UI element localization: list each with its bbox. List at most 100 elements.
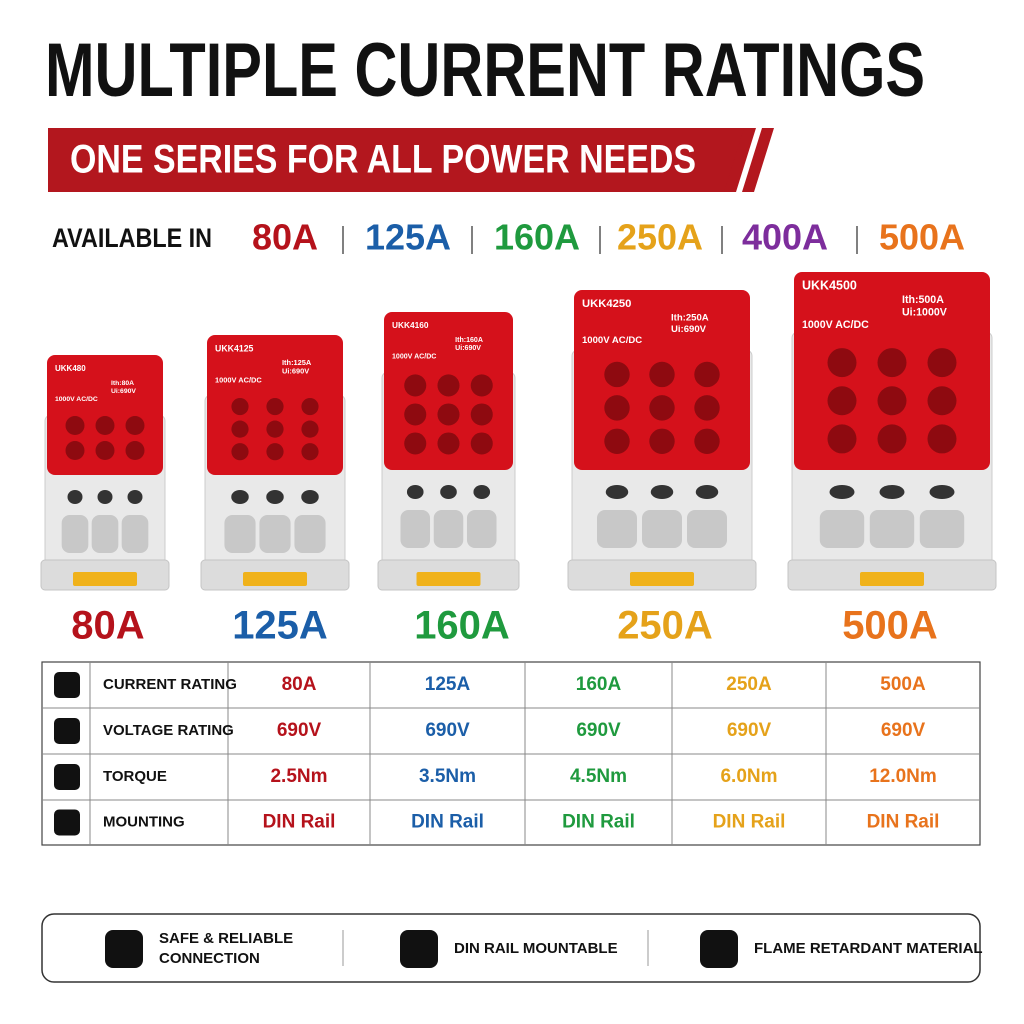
terminal-hole bbox=[127, 490, 143, 504]
cell: DIN Rail bbox=[411, 812, 484, 833]
cover-hole bbox=[877, 348, 907, 378]
product-label: 250A bbox=[617, 604, 713, 648]
terminal-hole bbox=[97, 490, 113, 504]
spec-print: Ith:250A bbox=[671, 313, 709, 324]
terminal-slot bbox=[121, 515, 149, 553]
cover-hole bbox=[649, 395, 675, 421]
cover-hole bbox=[301, 397, 319, 416]
cover-hole bbox=[404, 403, 427, 426]
cover-hole bbox=[437, 403, 460, 426]
product-label: 80A bbox=[71, 604, 144, 648]
cover-hole bbox=[266, 397, 284, 416]
subtitle: ONE SERIES FOR ALL POWER NEEDS bbox=[70, 138, 696, 182]
cell: 500A bbox=[880, 674, 926, 695]
terminal-slot bbox=[433, 510, 464, 548]
spec-print: 1000V AC/DC bbox=[215, 375, 262, 384]
din-clip bbox=[630, 572, 694, 586]
terminal-hole bbox=[67, 490, 83, 504]
cover-hole bbox=[927, 424, 957, 454]
feature-text: DIN RAIL MOUNTABLE bbox=[454, 940, 618, 957]
cover-hole bbox=[301, 420, 319, 438]
terminal-slot bbox=[294, 515, 326, 553]
row-label: VOLTAGE RATING bbox=[103, 722, 234, 739]
cover-hole bbox=[827, 348, 857, 378]
cover-hole bbox=[404, 432, 427, 455]
spec-print: 1000V AC/DC bbox=[802, 319, 869, 331]
cell: 690V bbox=[881, 720, 926, 741]
terminal-hole bbox=[829, 485, 855, 499]
cover-hole bbox=[437, 432, 460, 455]
spec-print: 1000V AC/DC bbox=[582, 335, 642, 346]
terminal-slot bbox=[466, 510, 497, 548]
row-icon bbox=[54, 672, 80, 698]
cover-hole bbox=[877, 424, 907, 454]
cover-hole bbox=[65, 416, 85, 435]
cell: 3.5Nm bbox=[419, 766, 476, 787]
cover-hole bbox=[95, 441, 115, 460]
feature-text: CONNECTION bbox=[159, 950, 260, 967]
feature-text: SAFE & RELIABLE bbox=[159, 930, 293, 947]
din-clip bbox=[416, 572, 481, 586]
spec-print: Ith:160A bbox=[455, 337, 483, 344]
cover-hole bbox=[231, 397, 249, 416]
model: UKK4160 bbox=[392, 320, 429, 330]
model: UKK4125 bbox=[215, 343, 254, 353]
row-label: MOUNTING bbox=[103, 813, 185, 830]
cell: 125A bbox=[425, 674, 471, 695]
din-clip bbox=[243, 572, 307, 586]
cover-hole bbox=[470, 374, 493, 397]
rating: 250A bbox=[617, 217, 703, 258]
product-label: 125A bbox=[232, 604, 328, 648]
cover-hole bbox=[877, 386, 907, 416]
cover-hole bbox=[125, 416, 145, 435]
cover-hole bbox=[125, 441, 145, 460]
cover-hole bbox=[649, 361, 675, 388]
spec-print: Ui:690V bbox=[282, 367, 309, 376]
cell: 690V bbox=[576, 720, 621, 741]
banner-slash bbox=[742, 128, 774, 192]
cover-hole bbox=[694, 395, 720, 421]
spec-print: 1000V AC/DC bbox=[55, 396, 98, 403]
terminal-slot bbox=[91, 515, 119, 553]
cover-hole bbox=[65, 441, 85, 460]
terminal-slot bbox=[919, 510, 965, 548]
terminal-slot bbox=[61, 515, 89, 553]
cover-hole bbox=[604, 428, 630, 454]
cell: DIN Rail bbox=[562, 812, 635, 833]
cover-hole bbox=[927, 386, 957, 416]
spec-print: Ith:80A bbox=[111, 380, 134, 387]
terminal-hole bbox=[695, 485, 719, 499]
rating: 80A bbox=[252, 217, 318, 258]
cell: 2.5Nm bbox=[270, 766, 327, 787]
spec-print: 1000V AC/DC bbox=[392, 353, 436, 360]
cover-hole bbox=[266, 420, 284, 438]
row-icon bbox=[54, 718, 80, 744]
terminal-slot bbox=[259, 515, 291, 553]
cover-hole bbox=[604, 361, 630, 388]
cell: 160A bbox=[576, 674, 622, 695]
row-label: CURRENT RATING bbox=[103, 676, 237, 693]
feature-icon bbox=[400, 930, 438, 968]
terminal-slot bbox=[819, 510, 865, 548]
cell: 250A bbox=[726, 674, 772, 695]
cell: 690V bbox=[425, 720, 470, 741]
cell: DIN Rail bbox=[713, 812, 786, 833]
cell: 690V bbox=[727, 720, 772, 741]
terminal-hole bbox=[231, 490, 249, 504]
terminal-slot bbox=[400, 510, 431, 548]
terminal-hole bbox=[301, 490, 319, 504]
cover-hole bbox=[437, 374, 460, 397]
title: MULTIPLE CURRENT RATINGS bbox=[45, 28, 925, 113]
terminal-hole bbox=[929, 485, 955, 499]
spec-print: Ith:125A bbox=[282, 358, 312, 367]
terminal-hole bbox=[879, 485, 905, 499]
terminal-slot bbox=[687, 510, 727, 548]
model: UKK480 bbox=[55, 364, 86, 373]
din-clip bbox=[73, 572, 137, 586]
terminal-hole bbox=[406, 485, 424, 499]
cover-hole bbox=[470, 432, 493, 455]
cover-hole bbox=[927, 348, 957, 378]
cell: 12.0Nm bbox=[869, 766, 937, 787]
